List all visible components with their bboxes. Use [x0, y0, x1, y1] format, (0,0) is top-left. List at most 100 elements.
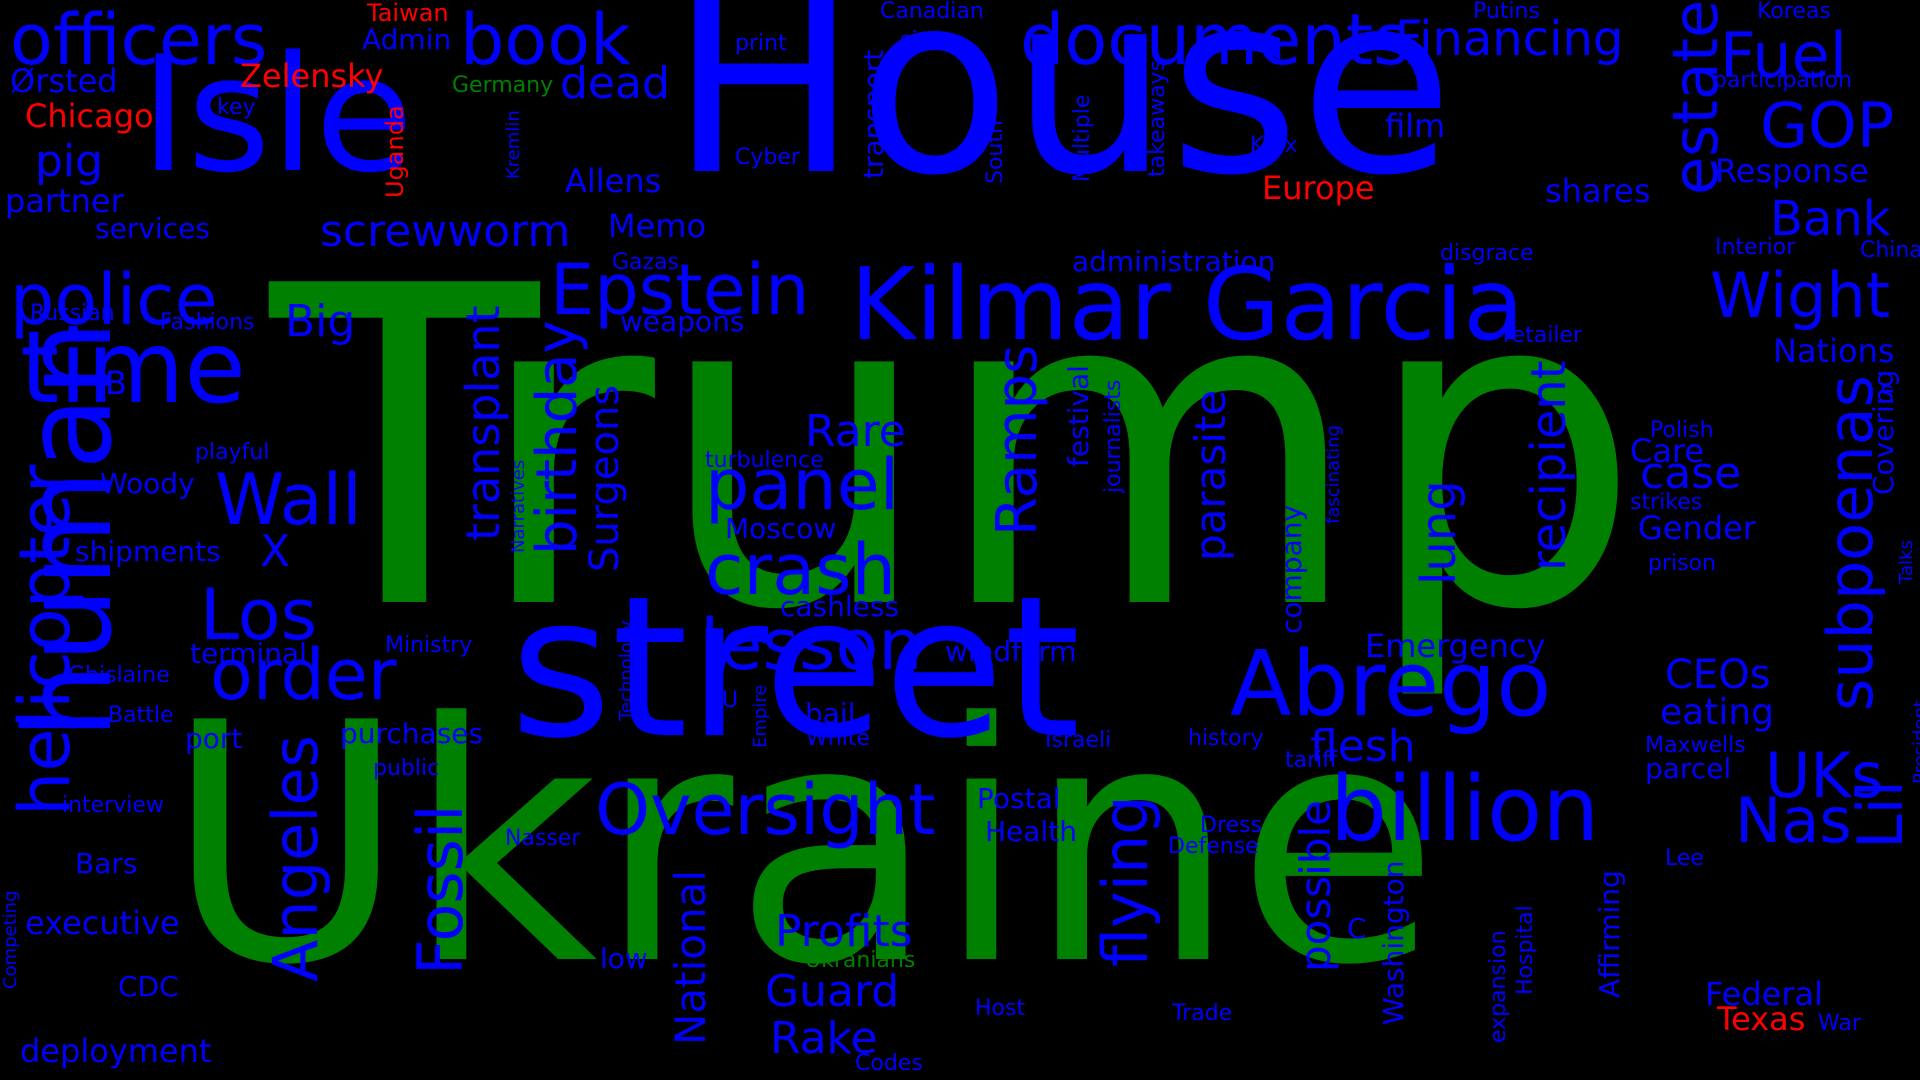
- word-response: Response: [1715, 152, 1869, 190]
- word-weapons: weapons: [620, 305, 745, 338]
- word-ceos: CEOs: [1665, 652, 1771, 698]
- word-talks: Talks: [1896, 540, 1917, 584]
- word-uganda: Uganda: [381, 105, 409, 198]
- word-postal: Postal: [977, 782, 1061, 815]
- word-lung: lung: [1411, 480, 1467, 585]
- word-time: time: [20, 309, 246, 426]
- word-isle: Isle: [140, 21, 414, 208]
- word-disgrace: disgrace: [1440, 241, 1534, 266]
- word-playful: playful: [195, 440, 270, 465]
- word-participation: participation: [1713, 68, 1853, 93]
- word-shares: shares: [1545, 172, 1651, 210]
- word-ukranians: Ukranians: [805, 948, 916, 973]
- word-administration: administration: [1072, 245, 1276, 278]
- word-flying: flying: [1089, 795, 1162, 967]
- word-allens: Allens: [565, 162, 662, 200]
- word-zelensky: Zelensky: [240, 57, 384, 95]
- word-film: film: [1385, 107, 1446, 145]
- word-transplant: transplant: [456, 305, 510, 541]
- word-strikes: strikes: [1630, 490, 1703, 515]
- word-fascinating: fascinating: [1323, 425, 1344, 524]
- word-screwworm: screwworm: [320, 206, 571, 257]
- word-health: Health: [985, 815, 1077, 848]
- word-retailer: retailer: [1503, 323, 1583, 348]
- word-partner: partner: [5, 182, 124, 220]
- word-c: C: [1347, 912, 1367, 945]
- word-executive: executive: [25, 904, 180, 942]
- word-lee: Lee: [1665, 846, 1704, 871]
- word-history: history: [1188, 726, 1264, 751]
- word-gazas: Gazas: [612, 250, 680, 275]
- word-ghislaine: Ghislaine: [68, 663, 170, 688]
- word-parcel: parcel: [1645, 752, 1732, 785]
- word-washington: Washington: [1377, 860, 1410, 1025]
- word-surgeons: Surgeons: [582, 384, 628, 572]
- word-shipments: shipments: [75, 535, 221, 568]
- word-president: President: [1910, 700, 1920, 784]
- word-tariff: tariff: [1285, 748, 1338, 773]
- word-knix: Knix: [1250, 133, 1298, 158]
- word-multiple: Multiple: [1070, 94, 1095, 182]
- word-technology: Technology: [616, 620, 637, 721]
- word-white: White: [806, 726, 870, 751]
- word-parasite: parasite: [1186, 389, 1235, 561]
- word-moscow: Moscow: [725, 512, 837, 545]
- word-cdc: CDC: [118, 970, 179, 1003]
- word-dress: Dress: [1200, 813, 1262, 838]
- word-canadian: Canadian: [880, 0, 984, 24]
- word-national: National: [666, 869, 715, 1045]
- word-street: street: [510, 554, 1081, 781]
- word-interview: interview: [62, 793, 164, 818]
- word-rare: Rare: [805, 406, 906, 457]
- word-helicopter: helicopter: [4, 464, 86, 816]
- word-memo: Memo: [608, 207, 707, 245]
- word-cashless: cashless: [780, 590, 900, 623]
- word-host: Host: [975, 996, 1026, 1021]
- word-billion: billion: [1330, 757, 1600, 862]
- word-battle: Battle: [108, 703, 174, 728]
- word-turbulence: turbulence: [705, 448, 824, 473]
- word-x: X: [260, 526, 291, 577]
- word-kilmar-garcia: Kilmar Garcia: [850, 246, 1525, 363]
- word-deployment: deployment: [20, 1032, 212, 1070]
- word-gop: GOP: [1760, 89, 1895, 162]
- word-festival: festival: [1062, 365, 1095, 467]
- word-officers: officers: [10, 0, 268, 81]
- word-signs: signs: [900, 28, 957, 53]
- word-texas: Texas: [1717, 1000, 1806, 1038]
- word-low: low: [600, 942, 648, 975]
- word-putins: Putins: [1473, 0, 1540, 24]
- word-nasser: Nasser: [505, 826, 581, 851]
- word-israeli: Israeli: [1045, 728, 1112, 753]
- word-epstein: Epstein: [550, 249, 810, 331]
- word-bail: bail: [805, 697, 856, 730]
- word-book: book: [460, 0, 631, 81]
- word-b: B: [105, 364, 127, 402]
- word-abrego: Abrego: [1230, 632, 1552, 737]
- word-lesson: lesson: [700, 604, 923, 686]
- word-bank: Bank: [1770, 191, 1891, 247]
- word-key: key: [217, 95, 256, 120]
- word-u: U: [722, 688, 739, 713]
- word-gender: Gender: [1638, 509, 1756, 547]
- word-codes: Codes: [855, 1051, 923, 1076]
- word-care: Care: [1630, 432, 1705, 470]
- word-taiwan: Taiwan: [367, 0, 449, 27]
- word-eating: eating: [1660, 692, 1774, 733]
- word-fashions: Fashions: [160, 310, 255, 335]
- word-wall: Wall: [215, 459, 362, 541]
- word-ørsted: Ørsted: [10, 62, 118, 100]
- word-fossil: Fossil: [404, 804, 477, 975]
- word-transport: transport: [857, 49, 890, 179]
- word-europe: Europe: [1262, 169, 1375, 207]
- word-russian: Russian: [30, 301, 115, 326]
- word-narratives: Narratives: [508, 459, 529, 553]
- word-china: China: [1860, 238, 1920, 263]
- word-panel: panel: [705, 444, 900, 526]
- word-police: police: [10, 259, 218, 341]
- word-windfarm: windfarm: [945, 635, 1077, 668]
- word-profits: Profits: [775, 906, 913, 957]
- word-ministry: Ministry: [385, 633, 473, 658]
- word-cyber: Cyber: [735, 145, 800, 170]
- word-uks: UKs: [1765, 739, 1884, 812]
